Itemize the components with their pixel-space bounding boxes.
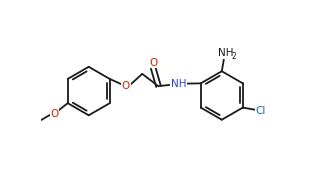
Text: O: O [122, 81, 130, 91]
Text: O: O [50, 108, 59, 118]
Text: NH: NH [171, 79, 186, 89]
Text: 2: 2 [231, 52, 236, 61]
Text: NH: NH [218, 49, 233, 59]
Text: O: O [149, 58, 157, 68]
Text: Cl: Cl [255, 106, 266, 116]
